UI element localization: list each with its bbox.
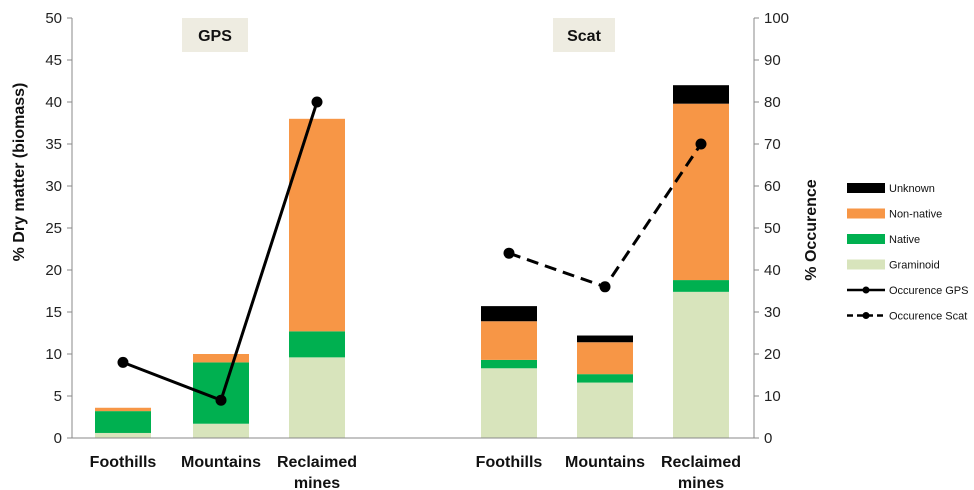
y-axis-title: % Dry matter (biomass) [11, 83, 28, 262]
y-tick-label: 20 [45, 262, 62, 279]
line-marker [599, 281, 611, 293]
bar-segment-native [95, 411, 151, 433]
bar-segment-non-native [673, 103, 729, 281]
line-marker [503, 247, 515, 259]
bar-segment-non-native [95, 407, 151, 412]
bar-segment-unknown [673, 85, 729, 104]
line-marker [117, 356, 129, 368]
y2-tick-label: 30 [764, 304, 781, 321]
legend: Unknown Non-native Native Graminoid Occurenc… [847, 183, 968, 323]
bar-segment-unknown [577, 335, 633, 343]
legend-label: Occurence GPS [889, 285, 968, 297]
panel-labels: GPS Scat [182, 18, 615, 52]
bar-segment-native [673, 280, 729, 292]
bar-segment-non-native [289, 118, 345, 332]
y-tick-label: 25 [45, 220, 62, 237]
category-labels: Foothills Mountains Reclaimed mines Foothill… [90, 454, 741, 490]
y2-axis-title: % Occurence [803, 179, 820, 280]
y2-tick-label: 70 [764, 136, 781, 153]
legend-swatch [847, 183, 885, 193]
y2-tick-label: 20 [764, 346, 781, 363]
y2-tick-label: 50 [764, 220, 781, 237]
y2-tick-label: 80 [764, 94, 781, 111]
bar-segment-native [289, 331, 345, 358]
line-marker [311, 96, 323, 108]
y2-tick-label: 10 [764, 388, 781, 405]
y-tick-label: 40 [45, 94, 62, 111]
bar-segment-native [577, 374, 633, 383]
y2-tick-label: 0 [764, 430, 772, 447]
bar-segment-graminoid [289, 357, 345, 438]
legend-label: Occurence Scat [889, 311, 967, 323]
y-tick-label: 15 [45, 304, 62, 321]
x-tick-label: Mountains [565, 454, 645, 471]
bar-segment-graminoid [95, 432, 151, 438]
line-marker [695, 138, 707, 150]
legend-label: Graminoid [889, 260, 940, 272]
x-tick-label: Reclaimed mines [661, 454, 741, 490]
y2-tick-label: 60 [764, 178, 781, 195]
x-tick-label: Mountains [181, 454, 261, 471]
y2-tick-label: 40 [764, 262, 781, 279]
occurrence-lines [117, 96, 707, 406]
bar-segment-native [481, 359, 537, 369]
panel-label-box [182, 18, 248, 52]
y-tick-label: 35 [45, 136, 62, 153]
y-tick-label: 5 [54, 388, 62, 405]
bar-segment-graminoid [193, 423, 249, 438]
legend-swatch [847, 234, 885, 244]
y2-tick-label: 90 [764, 52, 781, 69]
y2-tick-label: 100 [764, 10, 789, 27]
y-tick-label: 10 [45, 346, 62, 363]
axes: 0 5 10 15 20 25 30 35 40 45 50 0 10 20 30 40 50 60 70 80 90 1… [45, 10, 789, 447]
bar-segment-graminoid [577, 382, 633, 438]
x-tick-label: Foothills [90, 454, 157, 471]
line-occurence-scat [508, 143, 703, 289]
legend-label: Non-native [889, 209, 942, 221]
legend-marker [862, 312, 870, 319]
bar-segment-graminoid [673, 291, 729, 438]
x-tick-label: Foothills [476, 454, 543, 471]
bar-segment-graminoid [481, 368, 537, 438]
bar-segment-unknown [481, 306, 537, 322]
bar-segment-non-native [577, 342, 633, 375]
legend-swatch [847, 208, 885, 219]
legend-swatch [847, 259, 885, 270]
legend-label: Native [889, 234, 920, 246]
legend-marker [862, 286, 870, 294]
legend-label: Unknown [889, 183, 935, 195]
panel-label: Scat [567, 28, 601, 45]
y-tick-label: 50 [45, 10, 62, 27]
y-tick-label: 30 [45, 178, 62, 195]
y-tick-label: 45 [45, 52, 62, 69]
panel-label-box [553, 18, 615, 52]
bar-segment-non-native [193, 354, 249, 363]
bar-segment-non-native [481, 321, 537, 360]
bars [95, 85, 729, 438]
panel-label: GPS [198, 28, 232, 45]
y-tick-label: 0 [54, 430, 62, 447]
line-marker [215, 394, 227, 406]
x-tick-label: Reclaimed mines [277, 454, 357, 490]
